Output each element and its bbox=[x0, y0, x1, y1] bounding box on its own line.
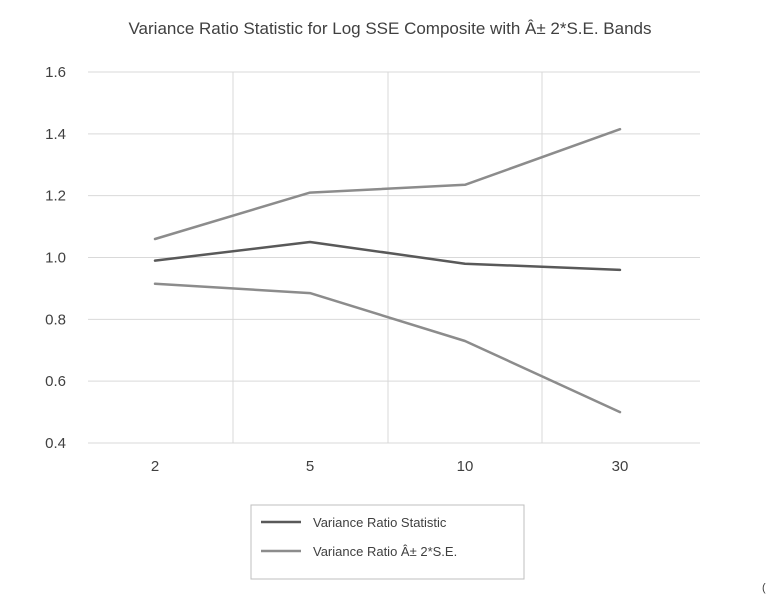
y-tick-label: 1.0 bbox=[45, 250, 66, 267]
series-line-statistic bbox=[153, 240, 622, 272]
chart-title: Variance Ratio Statistic for Log SSE Com… bbox=[128, 19, 651, 38]
corner-fragment: ( bbox=[762, 582, 766, 594]
legend-box bbox=[250, 504, 525, 580]
y-tick-label: 0.4 bbox=[45, 435, 66, 452]
series-line-upper-band bbox=[153, 127, 622, 241]
x-axis-ticks: 2 5 10 30 bbox=[151, 458, 629, 475]
y-tick-label: 1.6 bbox=[45, 64, 66, 81]
y-tick-label: 0.6 bbox=[45, 373, 66, 390]
x-tick-label: 30 bbox=[612, 458, 629, 475]
y-axis-ticks: 0.4 0.6 0.8 1.0 1.2 1.4 1.6 bbox=[45, 64, 66, 452]
series-line-lower-band bbox=[153, 282, 622, 414]
y-tick-label: 0.8 bbox=[45, 311, 66, 328]
legend: Variance Ratio Statistic Variance Ratio Â… bbox=[250, 504, 525, 580]
x-tick-label: 5 bbox=[306, 458, 314, 475]
x-tick-label: 10 bbox=[457, 458, 474, 475]
y-tick-label: 1.2 bbox=[45, 188, 66, 205]
legend-label: Variance Ratio Â± 2*S.E. bbox=[313, 544, 457, 559]
series-lines bbox=[153, 127, 622, 414]
legend-label: Variance Ratio Statistic bbox=[313, 515, 447, 530]
y-tick-label: 1.4 bbox=[45, 126, 66, 143]
x-tick-label: 2 bbox=[151, 458, 159, 475]
